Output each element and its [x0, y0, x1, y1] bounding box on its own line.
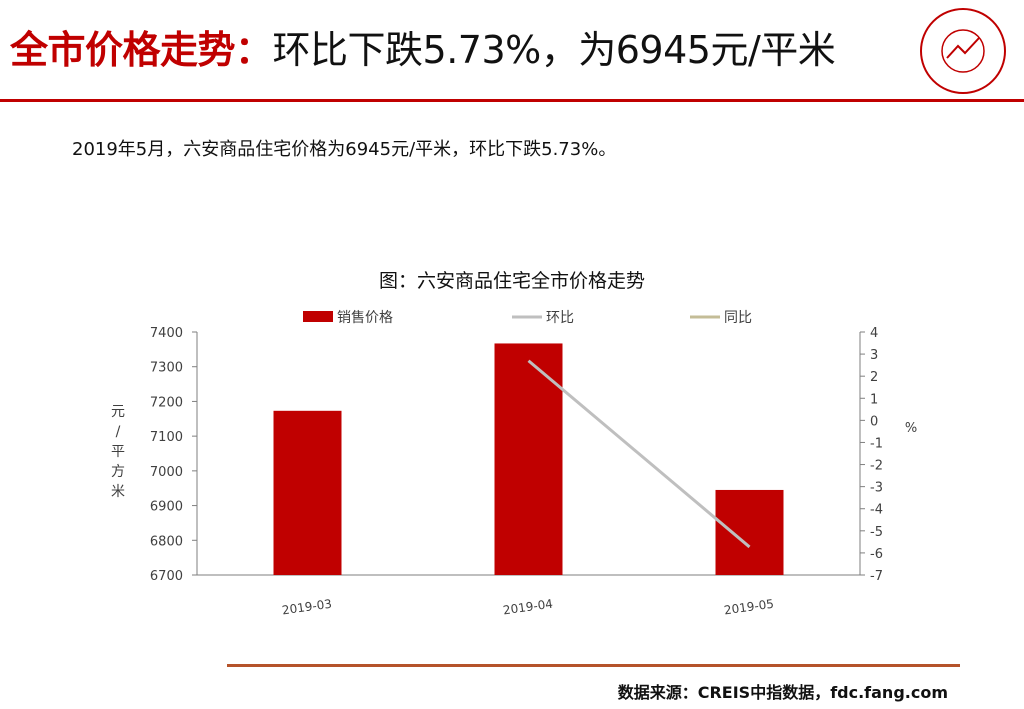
left-tick-label: 7300	[150, 361, 183, 376]
right-tick-label: -4	[870, 503, 883, 518]
legend-label: 销售价格	[337, 310, 393, 326]
x-tick-label: 2019-04	[502, 597, 554, 618]
x-tick-label: 2019-03	[281, 597, 333, 618]
price-bar	[715, 489, 784, 575]
left-tick-label: 6700	[150, 569, 183, 584]
left-tick-label: 6800	[150, 534, 183, 549]
right-tick-label: 2	[870, 370, 878, 385]
left-axis-label-char: 方	[111, 464, 125, 480]
data-source: 数据来源：CREIS中指数据，fdc.fang.com	[617, 683, 948, 702]
legend-label: 环比	[546, 310, 574, 326]
left-axis-label-char: /	[116, 424, 121, 440]
right-tick-label: 0	[870, 414, 878, 429]
right-tick-label: -6	[870, 547, 883, 562]
chart-title: 图：六安商品住宅全市价格走势	[378, 270, 645, 292]
footer-divider	[227, 664, 960, 667]
logo-trend-mark	[946, 37, 980, 59]
left-axis-label-char: 元	[111, 404, 125, 420]
page-title-highlight: 全市价格走势：	[10, 28, 273, 72]
page-title: 全市价格走势：环比下跌5.73%，为6945元/平米	[10, 26, 836, 74]
x-tick-label: 2019-05	[723, 597, 775, 618]
legend-swatch	[303, 311, 333, 322]
right-axis-label: %	[905, 421, 917, 436]
left-tick-label: 7200	[150, 395, 183, 410]
logo-inner-ring	[941, 29, 985, 73]
left-axis-label-char: 平	[111, 444, 125, 460]
price-bar	[273, 410, 342, 575]
right-tick-label: 3	[870, 348, 878, 363]
logo-outer-ring	[920, 8, 1006, 94]
china-index-academy-logo	[920, 8, 1006, 94]
right-tick-label: -1	[870, 436, 883, 451]
left-tick-label: 7100	[150, 430, 183, 445]
left-tick-label: 7000	[150, 465, 183, 480]
header-divider	[0, 99, 1024, 102]
left-tick-label: 6900	[150, 500, 183, 515]
right-tick-label: 4	[870, 326, 878, 341]
right-tick-label: -3	[870, 481, 883, 496]
price-bar	[494, 343, 563, 575]
left-axis-label-char: 米	[111, 484, 125, 500]
right-tick-label: -5	[870, 525, 883, 540]
price-trend-chart: 6700 6800 6900 7000 7100 7200 7300 7400 4 3 2 1 0 -1 -…	[111, 310, 917, 618]
legend-label: 同比	[724, 310, 752, 326]
right-tick-label: -7	[870, 569, 883, 584]
summary-text: 2019年5月，六安商品住宅价格为6945元/平米，环比下跌5.73%。	[72, 139, 617, 160]
right-tick-label: 1	[870, 392, 878, 407]
left-tick-label: 7400	[150, 326, 183, 341]
series-line	[527, 359, 751, 549]
page-title-rest: 环比下跌5.73%，为6945元/平米	[272, 28, 836, 72]
right-tick-label: -2	[870, 459, 883, 474]
